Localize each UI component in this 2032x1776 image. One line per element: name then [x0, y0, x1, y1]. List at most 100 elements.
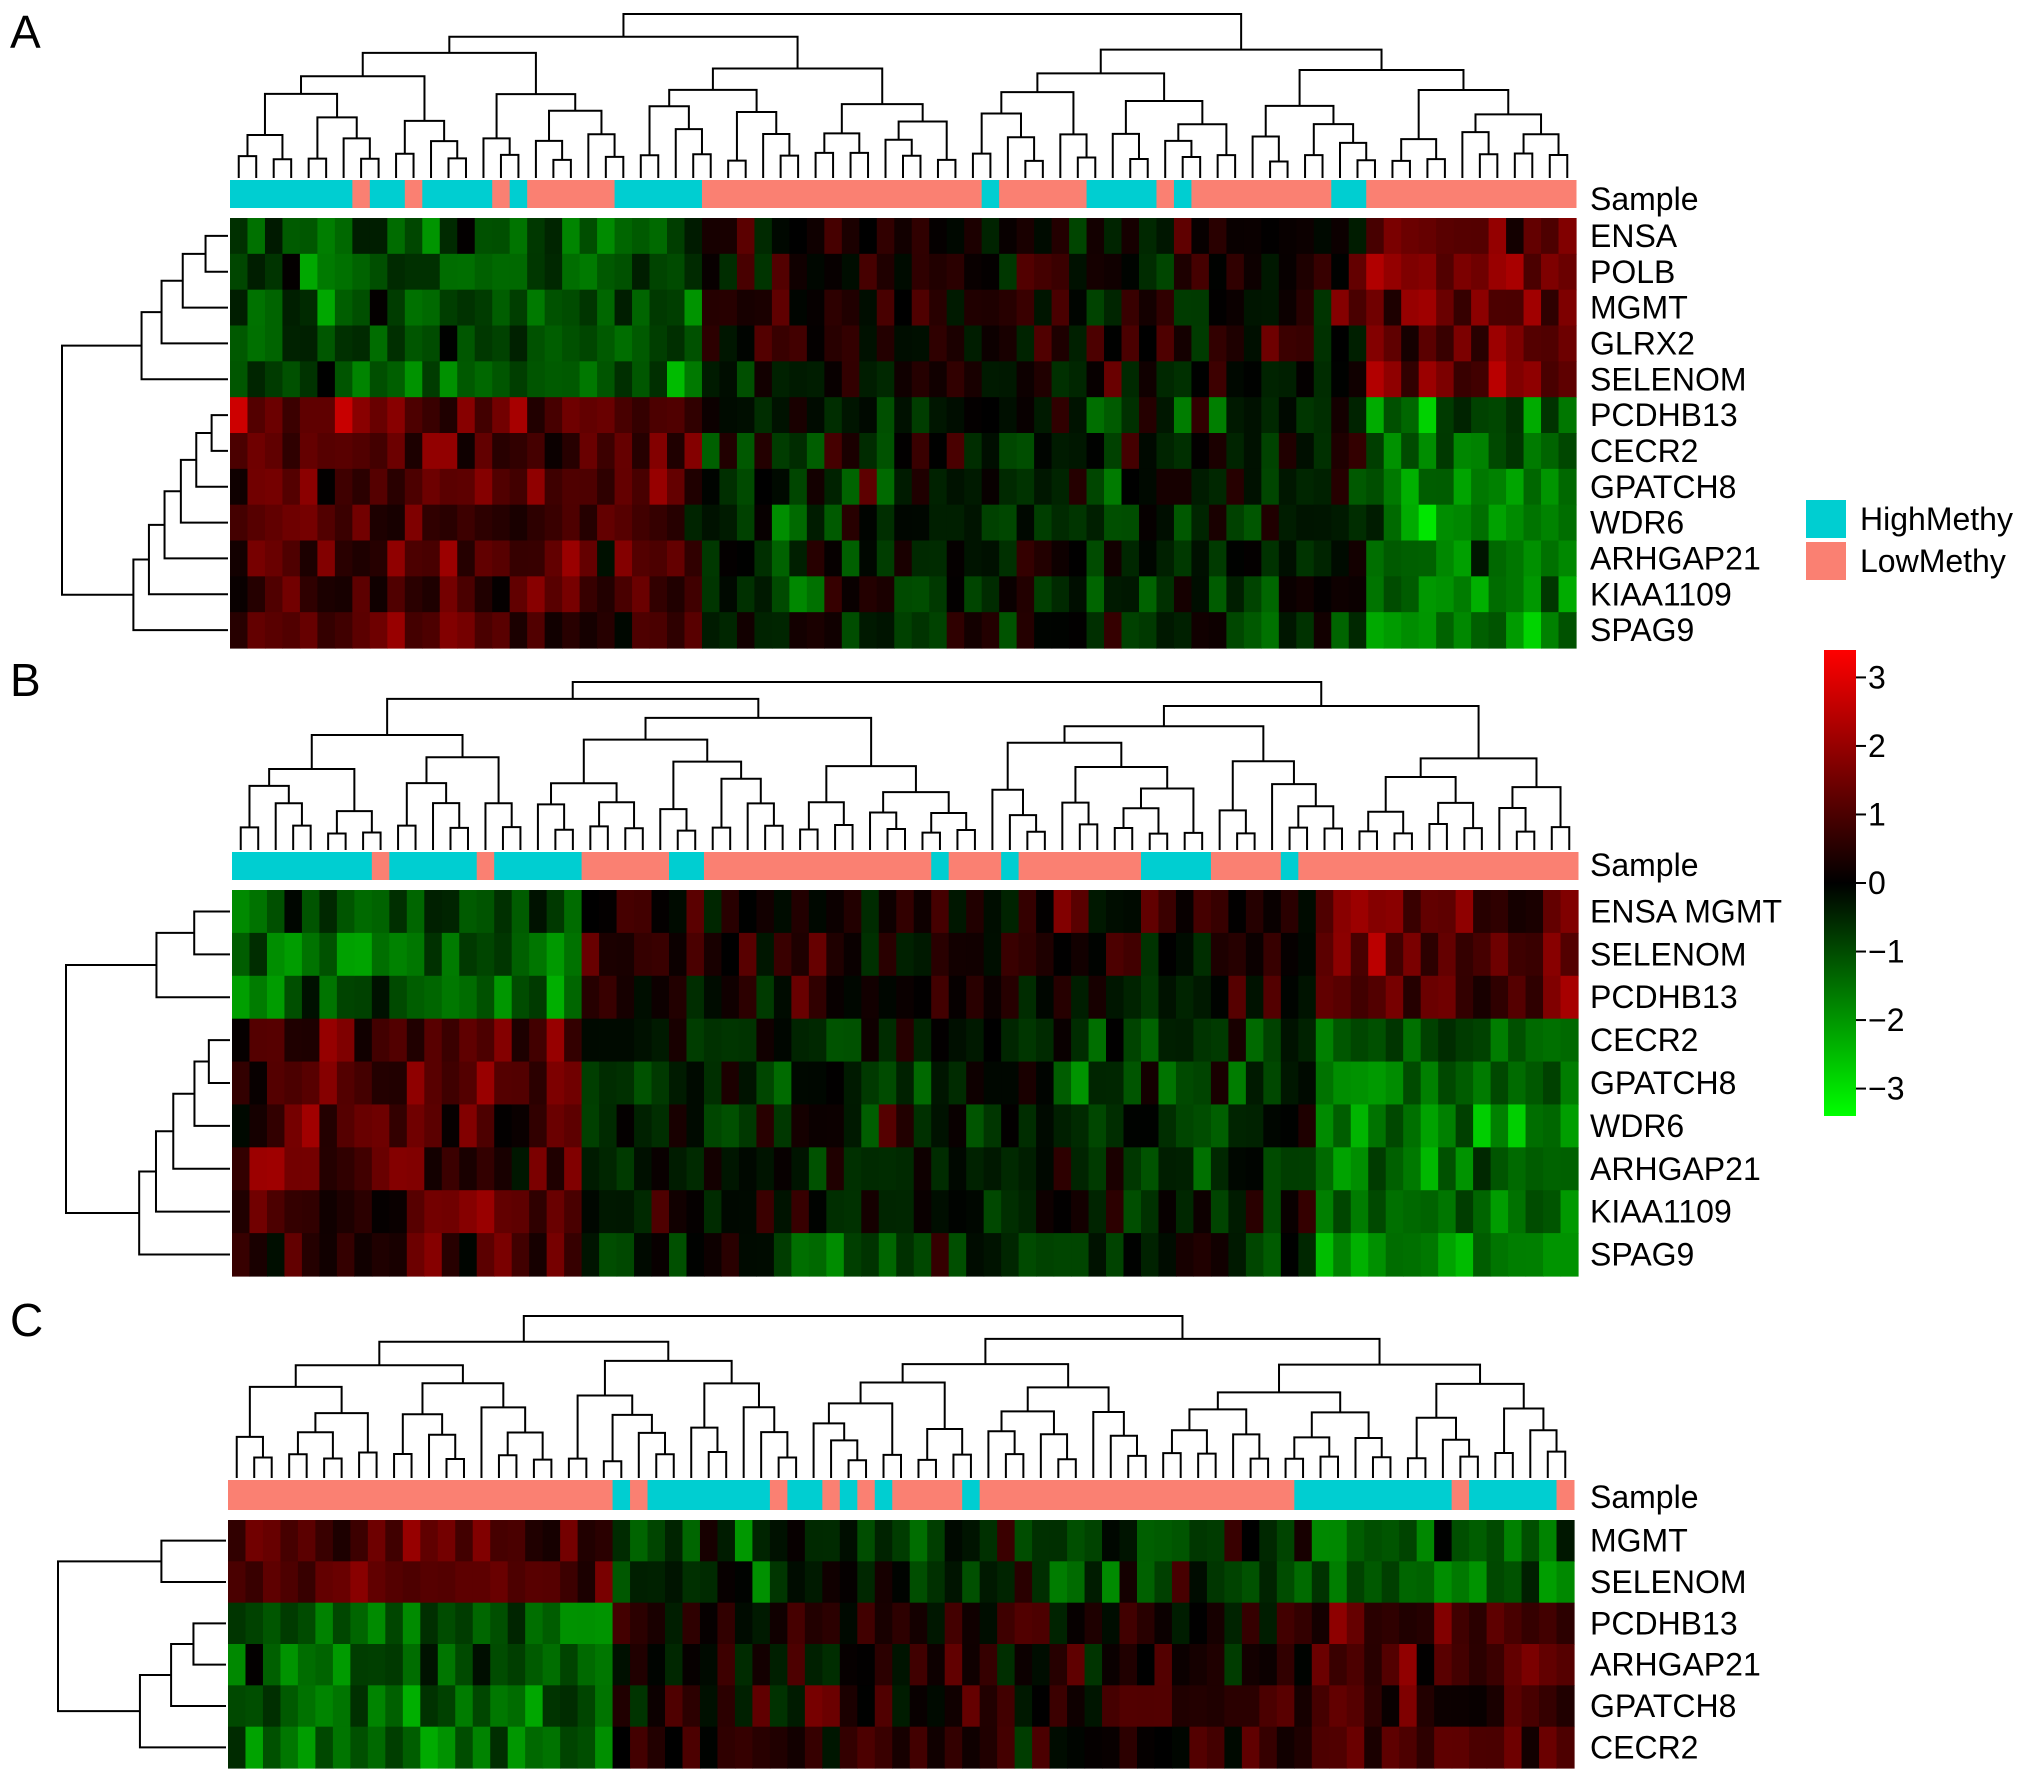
heatmap-cell — [1296, 504, 1315, 542]
heatmap-cell — [1313, 253, 1332, 291]
heatmap-cell — [406, 1061, 425, 1106]
heatmap-cell — [841, 325, 860, 362]
heatmap-cell — [509, 218, 528, 255]
heatmap-cell — [546, 1104, 565, 1148]
heatmap-cell — [1366, 253, 1385, 291]
dendrogram-branch — [1188, 1408, 1248, 1435]
heatmap-cell — [1032, 1644, 1051, 1686]
heatmap-cell — [334, 397, 353, 434]
panel-c-heatmap — [228, 1520, 1575, 1769]
heatmap-cell — [299, 540, 318, 577]
heatmap-cell — [896, 932, 915, 977]
heatmap-cell — [773, 1147, 792, 1191]
dendrogram-branch — [902, 154, 922, 178]
dendrogram-branch — [711, 826, 732, 850]
heatmap-cell — [262, 1726, 282, 1769]
heatmap-cell — [457, 397, 476, 434]
heatmap-cell — [892, 1602, 911, 1645]
heatmap-cell — [1189, 1726, 1208, 1769]
heatmap-cell — [894, 253, 913, 291]
heatmap-cell — [336, 1147, 355, 1191]
heatmap-cell — [964, 218, 983, 255]
heatmap-cell — [999, 468, 1018, 506]
heatmap-cell — [1313, 504, 1332, 542]
heatmap-cell — [542, 1520, 561, 1562]
dendrogram-branch — [1232, 1433, 1261, 1478]
dendrogram-branch — [1288, 826, 1309, 850]
heatmap-cell — [1453, 433, 1472, 470]
heatmap-cell — [1138, 325, 1158, 362]
heatmap-cell — [861, 932, 880, 977]
heatmap-cell — [721, 932, 740, 977]
heatmap-cell — [634, 1061, 653, 1106]
heatmap-cell — [579, 504, 598, 542]
heatmap-cell — [1228, 975, 1247, 1020]
heatmap-cell — [507, 1644, 526, 1686]
heatmap-cell — [1069, 612, 1088, 649]
heatmap-cell — [525, 1602, 544, 1645]
heatmap-cell — [1228, 1061, 1247, 1106]
heatmap-cell — [317, 253, 336, 291]
heatmap-cell — [249, 1018, 268, 1063]
heatmap-cell — [1036, 1233, 1055, 1277]
heatmap-cell — [911, 361, 930, 398]
dendrogram-branch — [825, 765, 917, 803]
heatmap-cell — [1053, 932, 1072, 977]
heatmap-cell — [1473, 1018, 1492, 1063]
heatmap-cell — [385, 1520, 404, 1562]
heatmap-cell — [651, 1233, 670, 1277]
heatmap-cell — [1558, 612, 1577, 649]
heatmap-cell — [494, 1190, 513, 1234]
heatmap-cell — [789, 361, 808, 398]
heatmap-cell — [1241, 1602, 1260, 1645]
panel-c-sample-label: Sample — [1590, 1479, 1699, 1515]
heatmap-cell — [1261, 540, 1280, 577]
sample-bar-segment — [1556, 1480, 1575, 1510]
heatmap-cell — [699, 1602, 719, 1645]
heatmap-cell — [669, 932, 688, 977]
heatmap-cell — [682, 1685, 701, 1728]
heatmap-cell — [1416, 1726, 1435, 1769]
heatmap-cell — [808, 1190, 827, 1234]
heatmap-cell — [457, 253, 476, 291]
heatmap-cell — [1228, 890, 1247, 934]
heatmap-cell — [1556, 1602, 1575, 1645]
heatmap-cell — [1560, 975, 1579, 1020]
heatmap-cell — [719, 253, 738, 291]
heatmap-cell — [1383, 504, 1402, 542]
heatmap-cell — [1420, 932, 1439, 977]
heatmap-cell — [1331, 253, 1350, 291]
heatmap-cell — [1434, 1644, 1453, 1686]
heatmap-cell — [911, 504, 930, 542]
sample-bar-segment — [422, 180, 493, 208]
heatmap-cell — [894, 540, 913, 577]
heatmap-cell — [1488, 468, 1507, 506]
heatmap-cell — [1473, 975, 1492, 1020]
heatmap-cell — [1350, 932, 1369, 977]
heatmap-cell — [1280, 1104, 1299, 1148]
heatmap-cell — [525, 1685, 544, 1728]
heatmap-cell — [1329, 1685, 1348, 1728]
heatmap-cell — [297, 1602, 316, 1645]
heatmap-cell — [1280, 975, 1299, 1020]
color-scale-tick-label: 2 — [1868, 728, 1886, 764]
heatmap-cell — [439, 576, 458, 613]
heatmap-cell — [369, 504, 388, 542]
heatmap-cell — [665, 1726, 684, 1769]
sample-bar-segment — [527, 180, 616, 208]
heatmap-cell — [632, 361, 651, 398]
heatmap-cell — [826, 890, 845, 934]
heatmap-cell — [1104, 361, 1123, 398]
heatmap-cell — [581, 1018, 600, 1063]
heatmap-cell — [492, 361, 511, 398]
heatmap-cell — [1102, 1602, 1121, 1645]
dendrogram-branch — [777, 1456, 798, 1478]
heatmap-cell — [1368, 975, 1387, 1020]
heatmap-cell — [1560, 1018, 1579, 1063]
heatmap-cell — [544, 397, 563, 434]
heatmap-cell — [282, 253, 301, 291]
heatmap-cell — [1001, 890, 1020, 934]
heatmap-cell — [1158, 1018, 1177, 1063]
heatmap-cell — [371, 975, 390, 1020]
heatmap-cell — [280, 1685, 299, 1728]
